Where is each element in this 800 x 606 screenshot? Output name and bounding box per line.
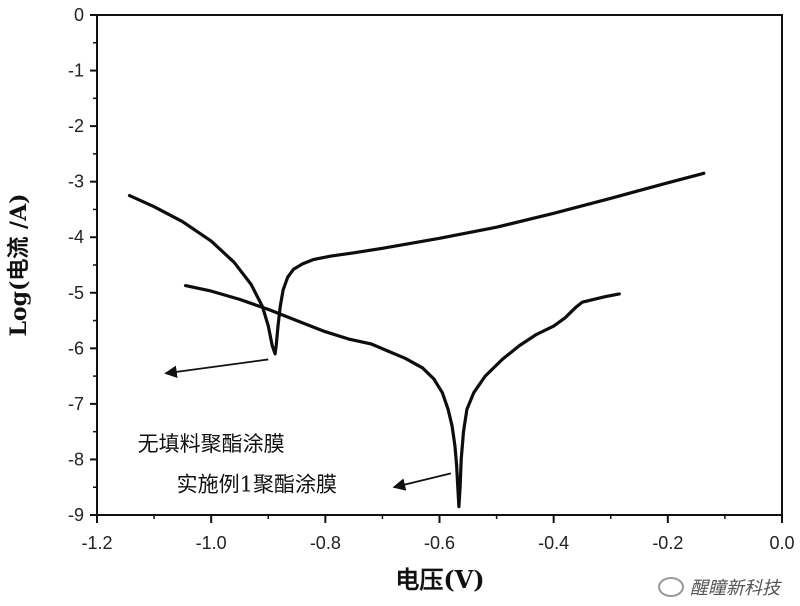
x-tick-label: -0.4 (538, 533, 569, 553)
y-tick-label: -1 (68, 61, 84, 81)
x-tick-label: 0.0 (769, 533, 794, 553)
y-tick-label: -6 (68, 338, 84, 358)
y-tick-label: -7 (68, 394, 84, 414)
y-tick-label: -2 (68, 116, 84, 136)
x-axis-label: 电压(V) (395, 565, 484, 594)
y-tick-label: -8 (68, 449, 84, 469)
wechat-icon (658, 577, 684, 597)
watermark: 醒瞳新科技 (658, 574, 780, 600)
watermark-text: 醒瞳新科技 (690, 578, 780, 599)
series-line-1 (127, 171, 706, 356)
x-tick-label: -0.6 (424, 533, 455, 553)
x-tick-label: -0.8 (310, 533, 341, 553)
y-tick-label: -9 (68, 505, 84, 525)
y-tick-label: -4 (68, 227, 84, 247)
x-tick-label: -1.0 (196, 533, 227, 553)
x-tick-label: -0.2 (652, 533, 683, 553)
annotation-arrow-2 (392, 472, 452, 491)
x-tick-label: -1.2 (81, 533, 112, 553)
annotation-arrow-1 (164, 358, 269, 379)
y-tick-label: -5 (68, 283, 84, 303)
annotation-label-1: 无填料聚酯涂膜 (138, 432, 285, 456)
series-line-2 (183, 284, 621, 509)
y-axis-label: Log(电流 /A) (6, 193, 32, 336)
y-tick-label: -3 (68, 172, 84, 192)
y-tick-label: 0 (74, 5, 84, 25)
annotation-label-2: 实施例1聚酯涂膜 (177, 473, 337, 497)
